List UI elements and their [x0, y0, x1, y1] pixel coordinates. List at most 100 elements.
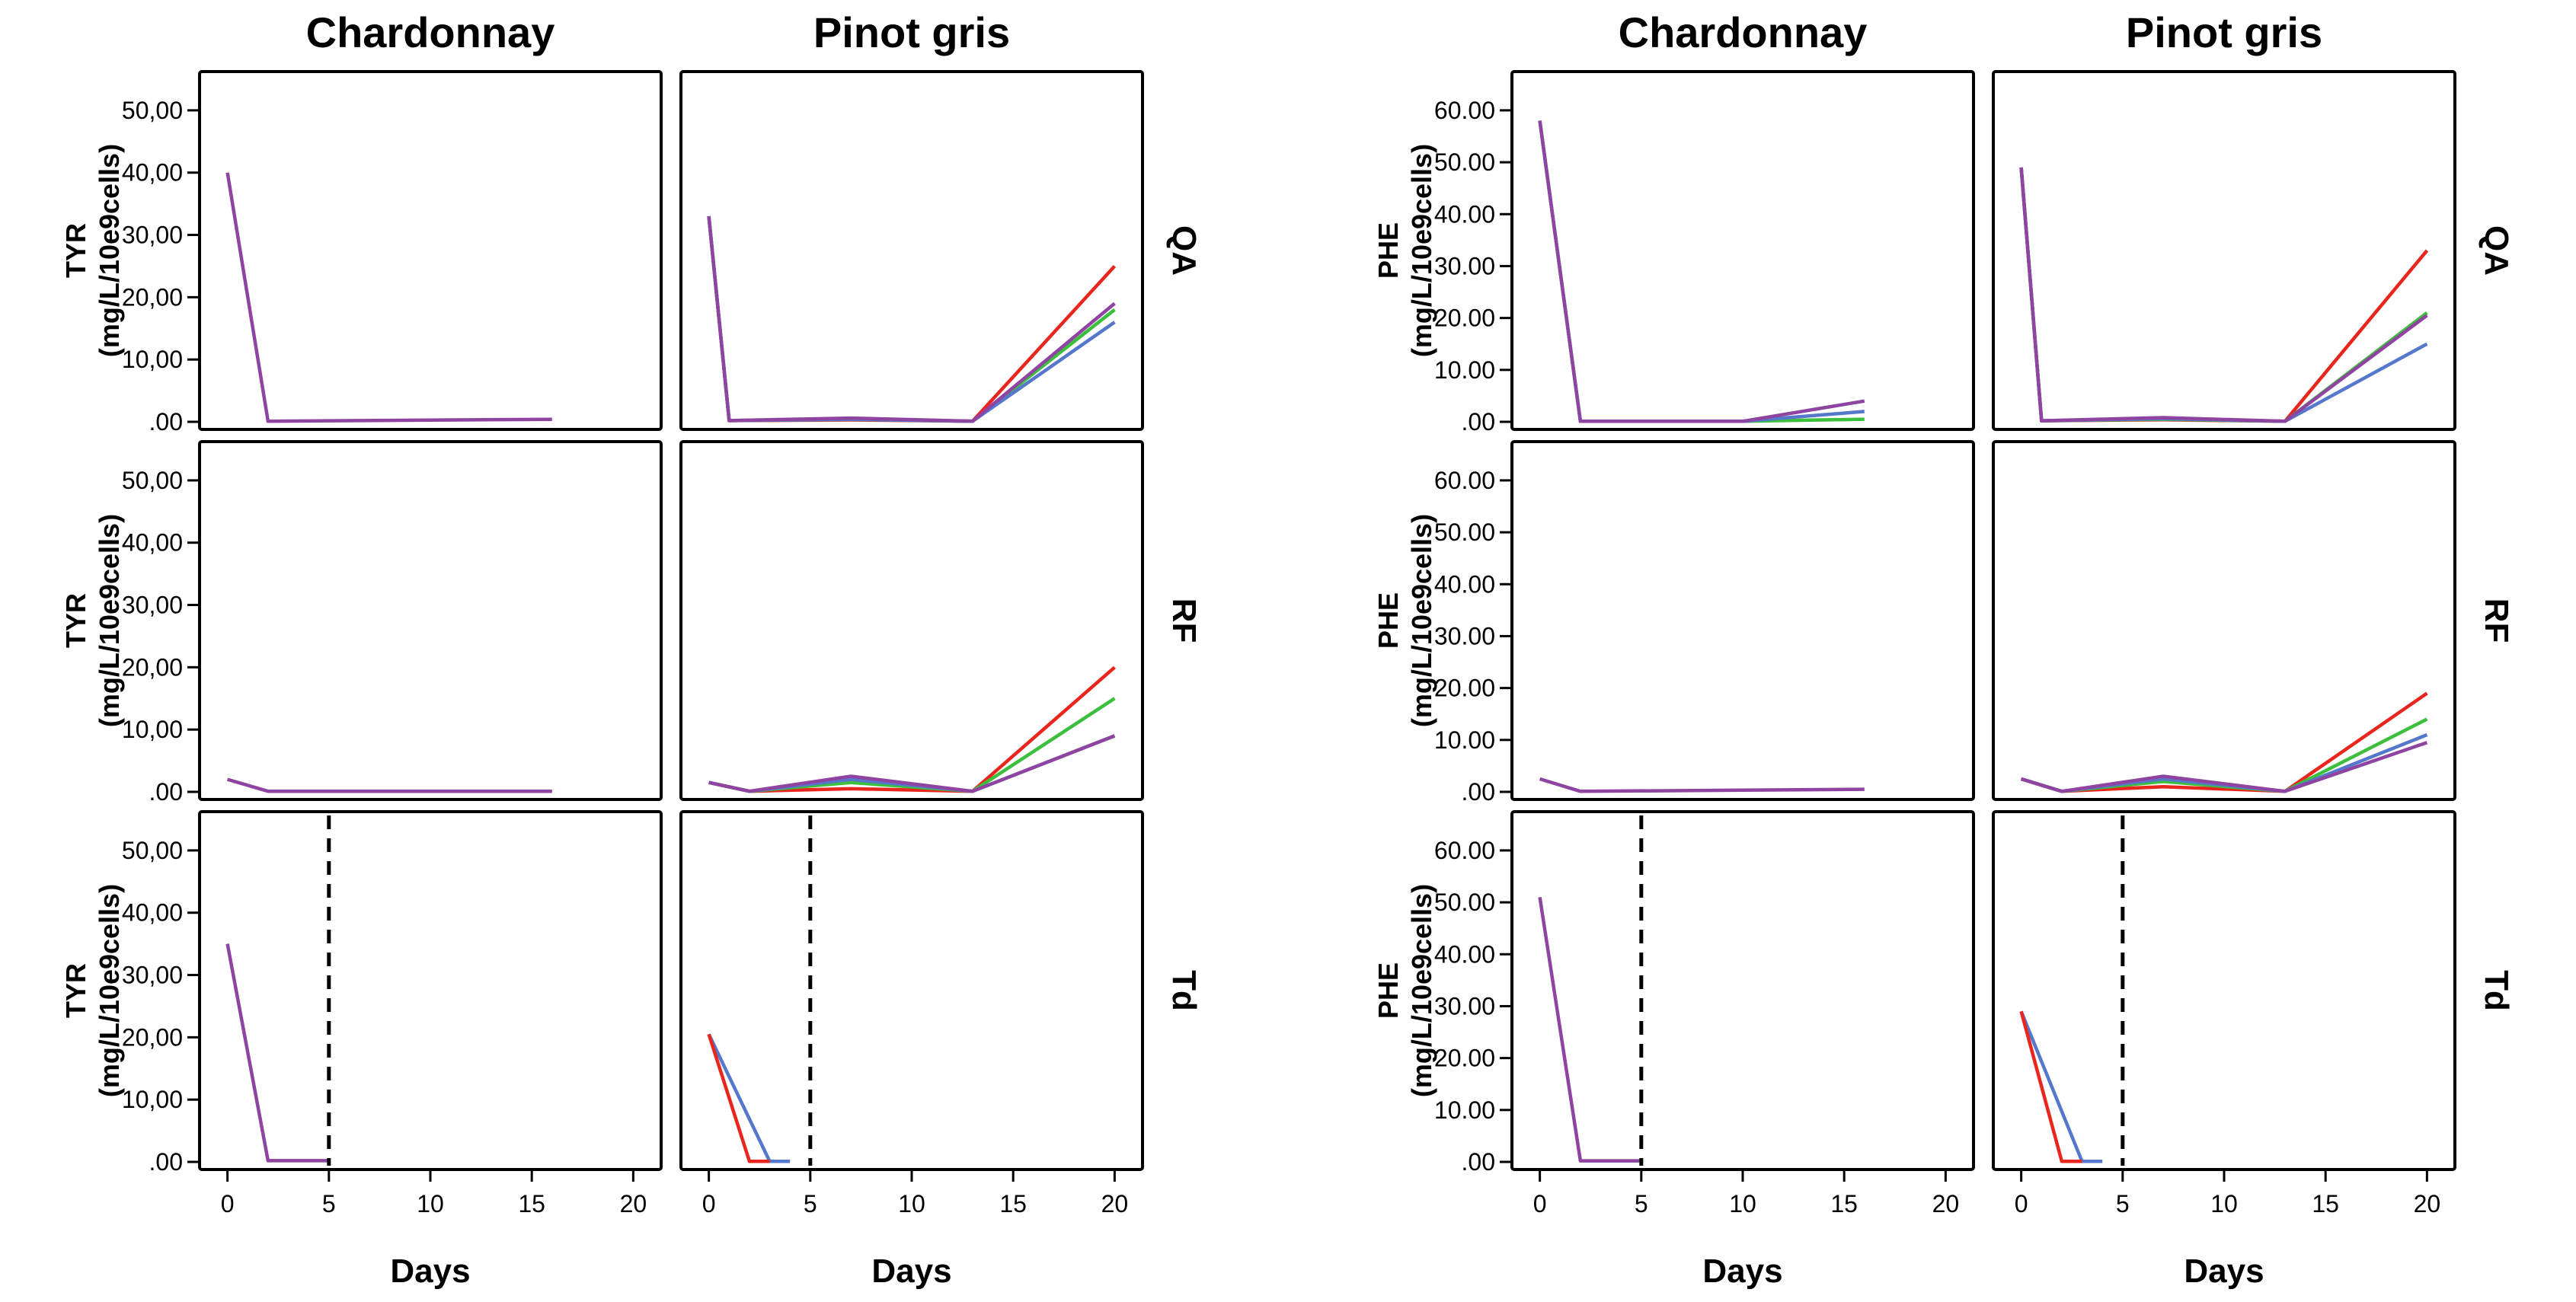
x-tick-label: 10: [898, 1190, 925, 1217]
x-tick-label: 15: [518, 1190, 545, 1217]
x-tick-label: 10: [417, 1190, 444, 1217]
y-tick-label: 50,00: [122, 467, 183, 494]
series-line-red: [707, 1033, 770, 1163]
y-axis-label-variable: PHE: [1373, 962, 1404, 1019]
y-tick-label: .00: [1462, 778, 1495, 806]
y-axis-label-variable: PHE: [1373, 592, 1404, 649]
panel-frame: [679, 810, 1144, 1171]
series-line-purple: [2019, 167, 2428, 423]
y-tick-label: 60.00: [1434, 97, 1495, 124]
y-axis-label: TYR (mg/L/10e9cells): [60, 144, 125, 357]
x-tick-label: 0: [702, 1190, 716, 1217]
row-label: Td: [2478, 970, 2515, 1011]
y-axis-label: PHE (mg/L/10e9cells): [1373, 884, 1437, 1097]
x-axis-label: Days: [1702, 1253, 1782, 1290]
series-line-purple: [1538, 896, 1641, 1163]
x-tick-label: 10: [2210, 1190, 2238, 1217]
y-tick-label: 50.00: [1434, 148, 1495, 176]
y-tick-label: 10,00: [122, 1086, 183, 1113]
x-tick-label: 20: [2414, 1190, 2441, 1217]
y-axis-label: PHE (mg/L/10e9cells): [1373, 144, 1437, 357]
y-tick-label: 60.00: [1434, 837, 1495, 864]
series-line-purple: [226, 777, 552, 793]
panel-frame: [198, 70, 663, 431]
x-tick-label: 10: [1729, 1190, 1756, 1217]
y-tick-label: 30,00: [122, 592, 183, 619]
y-tick-label: 20.00: [1434, 305, 1495, 332]
x-tick-label: 5: [2116, 1190, 2130, 1217]
x-tick-label: 0: [1533, 1190, 1547, 1217]
y-tick-label: 40.00: [1434, 200, 1495, 228]
panel-frame: [1992, 440, 2456, 801]
y-tick-label: 30,00: [122, 962, 183, 989]
panel-frame: [198, 440, 663, 801]
y-tick-label: .00: [149, 1148, 183, 1176]
x-tick-label: 20: [620, 1190, 647, 1217]
panel-frame: [679, 70, 1144, 431]
x-tick-label: 0: [221, 1190, 235, 1217]
row-label: QA: [1165, 225, 1203, 276]
y-tick-label: 10.00: [1434, 1096, 1495, 1124]
y-axis-label: TYR (mg/L/10e9cells): [60, 884, 125, 1097]
y-axis-label-units: (mg/L/10e9cells): [1406, 514, 1437, 727]
y-tick-label: 30.00: [1434, 992, 1495, 1020]
y-axis-label-units: (mg/L/10e9cells): [94, 514, 125, 727]
y-tick-label: 30.00: [1434, 622, 1495, 649]
x-tick-label: 20: [1101, 1190, 1129, 1217]
y-tick-label: 30.00: [1434, 252, 1495, 279]
x-axis-label: Days: [390, 1253, 470, 1290]
x-tick-label: 5: [804, 1190, 817, 1217]
panel-frame: [198, 810, 663, 1171]
y-tick-label: 10.00: [1434, 356, 1495, 384]
series-line-purple: [2020, 741, 2428, 793]
y-tick-label: 50,00: [122, 837, 183, 864]
y-tick-label: 60.00: [1434, 467, 1495, 494]
y-axis-label-variable: PHE: [1373, 222, 1404, 279]
y-tick-label: 20,00: [122, 653, 183, 681]
panel-frame: [1992, 70, 2456, 431]
x-tick-label: 15: [2312, 1190, 2339, 1217]
series-line-purple: [708, 734, 1116, 793]
series-line-red: [2019, 1010, 2082, 1163]
series-line-purple: [225, 172, 552, 423]
x-axis-label: Days: [2184, 1253, 2264, 1290]
y-tick-label: 40,00: [122, 529, 183, 557]
y-axis-label-variable: TYR: [60, 593, 91, 648]
x-tick-label: 15: [999, 1190, 1027, 1217]
y-axis-label-variable: TYR: [60, 963, 91, 1018]
y-axis-label-variable: TYR: [60, 223, 91, 278]
x-tick-label: 5: [322, 1190, 336, 1217]
y-axis-label: PHE (mg/L/10e9cells): [1373, 514, 1437, 727]
y-tick-label: 10,00: [122, 716, 183, 743]
column-title: Chardonnay: [1619, 8, 1868, 56]
row-label: RF: [2478, 598, 2515, 643]
y-tick-label: 30,00: [122, 222, 183, 249]
series-line-purple: [1538, 120, 1865, 423]
x-tick-label: 15: [1830, 1190, 1858, 1217]
y-axis-label-units: (mg/L/10e9cells): [1406, 884, 1437, 1097]
panel-frame: [1510, 440, 1975, 801]
y-tick-label: 40.00: [1434, 940, 1495, 968]
column-title: Pinot gris: [2126, 8, 2322, 56]
y-axis-label-units: (mg/L/10e9cells): [94, 884, 125, 1097]
y-tick-label: 20,00: [122, 283, 183, 311]
column-title: Chardonnay: [306, 8, 555, 56]
series-line-purple: [707, 215, 1116, 423]
y-tick-label: .00: [1462, 408, 1495, 436]
panel-frame: [1510, 70, 1975, 431]
y-tick-label: .00: [149, 408, 183, 436]
x-axis-label: Days: [871, 1253, 951, 1290]
row-label: Td: [1165, 970, 1203, 1011]
y-tick-label: 10,00: [122, 346, 183, 373]
y-tick-label: 50,00: [122, 97, 183, 124]
y-tick-label: 20,00: [122, 1023, 183, 1051]
y-tick-label: 40,00: [122, 899, 183, 927]
column-title: Pinot gris: [813, 8, 1010, 56]
y-tick-label: 20.00: [1434, 1045, 1495, 1072]
series-line-purple: [1539, 777, 1865, 793]
y-axis-label: TYR (mg/L/10e9cells): [60, 514, 125, 727]
series-line-purple: [225, 943, 329, 1163]
row-label: QA: [2478, 225, 2515, 276]
x-tick-label: 0: [2015, 1190, 2028, 1217]
